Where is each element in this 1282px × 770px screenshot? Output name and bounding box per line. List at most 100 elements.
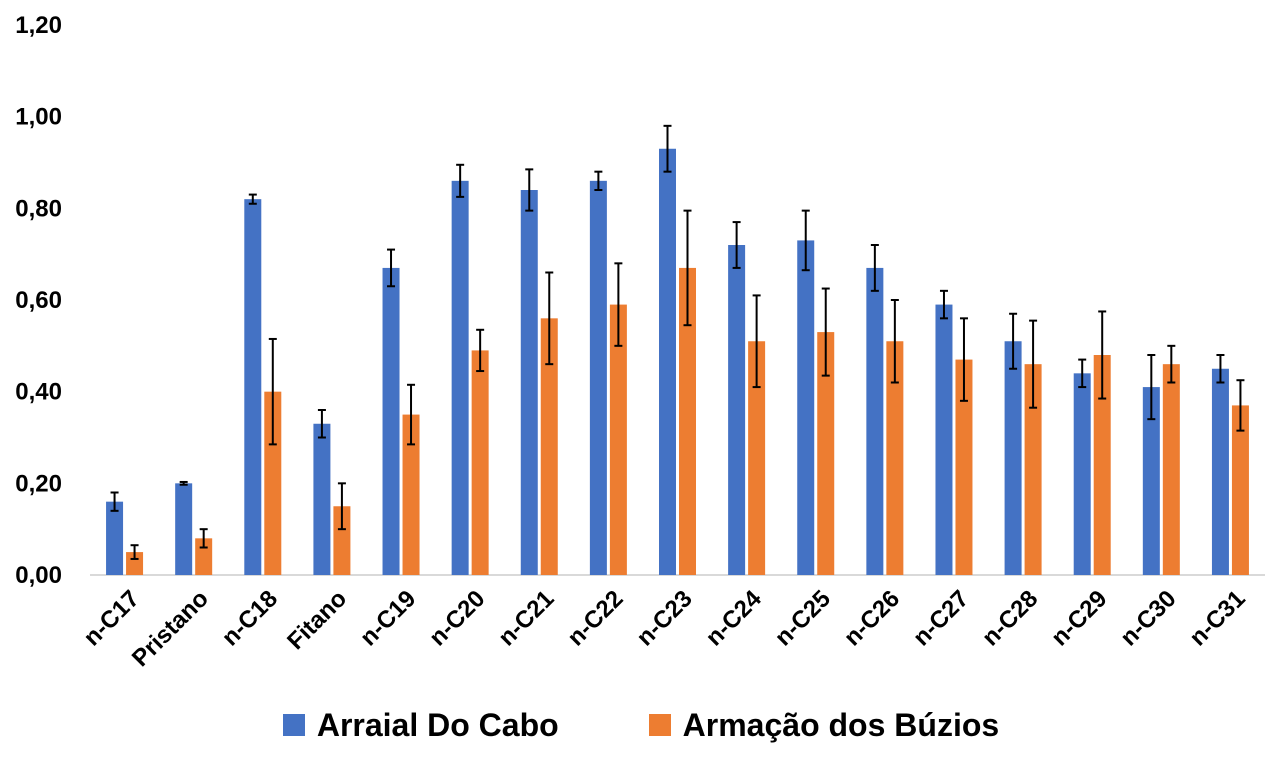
bar-arraial: [866, 267, 884, 575]
error-bar: [1236, 379, 1245, 432]
bar-arraial: [520, 190, 538, 575]
bar-buzios: [1024, 364, 1042, 575]
bar-buzios: [1093, 355, 1111, 575]
error-bar: [407, 383, 416, 446]
error-bar: [663, 124, 672, 173]
legend-item-arraial: Arraial Do Cabo: [282, 706, 559, 744]
error-bar: [317, 409, 326, 439]
y-tick-label: 1,20: [15, 12, 62, 39]
error-bar: [1147, 354, 1156, 421]
bar-arraial: [1211, 368, 1229, 575]
x-tick-label: n-C17: [79, 585, 145, 651]
bar-buzios: [955, 359, 973, 575]
y-axis-ticks: 0,00 0,20 0,40 0,60 0,80 1,00 1,20: [15, 12, 62, 589]
x-tick-label: n-C31: [1184, 585, 1250, 651]
bar-buzios: [609, 304, 627, 575]
bar-arraial: [244, 199, 262, 575]
x-tick-label: Pristano: [127, 585, 214, 672]
bar-buzios: [540, 318, 558, 575]
legend: Arraial Do Cabo Armação dos Búzios: [0, 700, 1282, 750]
x-tick-label: n-C26: [839, 585, 905, 651]
error-bar: [110, 491, 119, 512]
legend-item-buzios: Armação dos Búzios: [648, 706, 1000, 744]
error-bar: [614, 262, 623, 347]
error-bar: [545, 271, 554, 366]
bar-arraial: [1073, 373, 1091, 575]
error-bar: [870, 244, 879, 292]
bar-buzios: [886, 341, 904, 575]
bar-arraial: [797, 240, 815, 575]
error-bar: [1009, 312, 1018, 370]
x-tick-label: n-C24: [701, 585, 768, 652]
bar-buzios: [333, 506, 351, 575]
bar-arraial: [382, 267, 400, 575]
error-bar: [1078, 358, 1087, 389]
bar-arraial: [728, 245, 746, 575]
error-bar: [337, 482, 346, 531]
x-tick-label: n-C27: [908, 585, 974, 651]
y-tick-label: 0,40: [15, 379, 62, 406]
y-tick-label: 0,60: [15, 287, 62, 314]
error-bar: [1098, 310, 1107, 400]
x-tick-label: n-C28: [977, 585, 1043, 651]
legend-swatch-buzios: [648, 714, 671, 736]
x-tick-label: n-C21: [493, 585, 559, 651]
bar-buzios: [817, 332, 835, 575]
error-bar: [890, 299, 899, 384]
error-bar: [1029, 319, 1038, 409]
bar-buzios: [264, 391, 282, 575]
bar-arraial: [106, 501, 124, 575]
bar-arraial: [1004, 341, 1022, 575]
bar-buzios: [1231, 405, 1249, 575]
error-bar: [1216, 354, 1225, 384]
error-bar: [939, 289, 948, 320]
bar-arraial: [659, 148, 676, 575]
x-tick-label: n-C19: [355, 585, 421, 651]
bar-arraial: [313, 423, 331, 575]
x-tick-label: Fitano: [282, 585, 352, 655]
bar-arraial: [935, 304, 953, 575]
error-bar: [959, 317, 968, 402]
error-bar: [1167, 344, 1176, 384]
bar-arraial: [451, 180, 469, 576]
bar-chart: 0,00 0,20 0,40 0,60 0,80 1,00 1,20 n-C17Prista…: [15, 12, 1265, 672]
bar-buzios: [402, 414, 420, 575]
legend-label-buzios: Armação dos Búzios: [682, 706, 1000, 743]
bar-arraial: [175, 483, 193, 575]
error-bar: [130, 544, 139, 560]
error-bar: [456, 163, 465, 198]
y-tick-label: 0,20: [15, 470, 62, 497]
error-bar: [752, 294, 761, 389]
error-bar: [801, 209, 810, 272]
x-tick-label: n-C23: [631, 585, 697, 651]
x-tick-label: n-C30: [1115, 585, 1181, 651]
x-tick-label: n-C22: [562, 585, 628, 651]
x-tick-label: n-C20: [424, 585, 490, 651]
error-bar: [476, 328, 485, 373]
error-bar: [387, 248, 396, 288]
y-tick-label: 0,00: [15, 562, 62, 589]
error-bar: [683, 209, 692, 327]
error-bar: [525, 168, 534, 212]
error-bar: [268, 337, 277, 446]
error-bar: [821, 287, 830, 377]
error-bar: [179, 480, 188, 486]
bar-arraial: [1142, 387, 1160, 575]
bar-buzios: [679, 267, 696, 575]
error-bar: [594, 170, 603, 191]
x-tick-label: n-C18: [217, 585, 283, 651]
bar-buzios: [1162, 364, 1180, 575]
error-bar: [199, 528, 208, 549]
legend-label-arraial: Arraial Do Cabo: [316, 706, 559, 743]
error-bars-group: [110, 124, 1245, 560]
bar-buzios: [748, 341, 766, 575]
legend-swatch-arraial: [282, 714, 305, 736]
x-tick-label: n-C25: [770, 585, 836, 651]
bar-buzios: [195, 538, 213, 575]
bar-buzios: [471, 350, 489, 575]
y-tick-label: 0,80: [15, 195, 62, 222]
x-tick-label: n-C29: [1046, 585, 1112, 651]
bar-buzios: [126, 552, 144, 575]
error-bar: [732, 221, 741, 269]
